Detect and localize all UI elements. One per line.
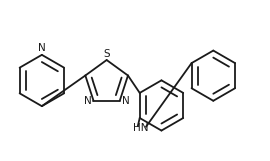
Text: N: N — [84, 96, 92, 106]
Text: HN: HN — [133, 123, 149, 133]
Text: S: S — [103, 49, 110, 59]
Text: N: N — [122, 96, 130, 106]
Text: N: N — [38, 43, 46, 53]
